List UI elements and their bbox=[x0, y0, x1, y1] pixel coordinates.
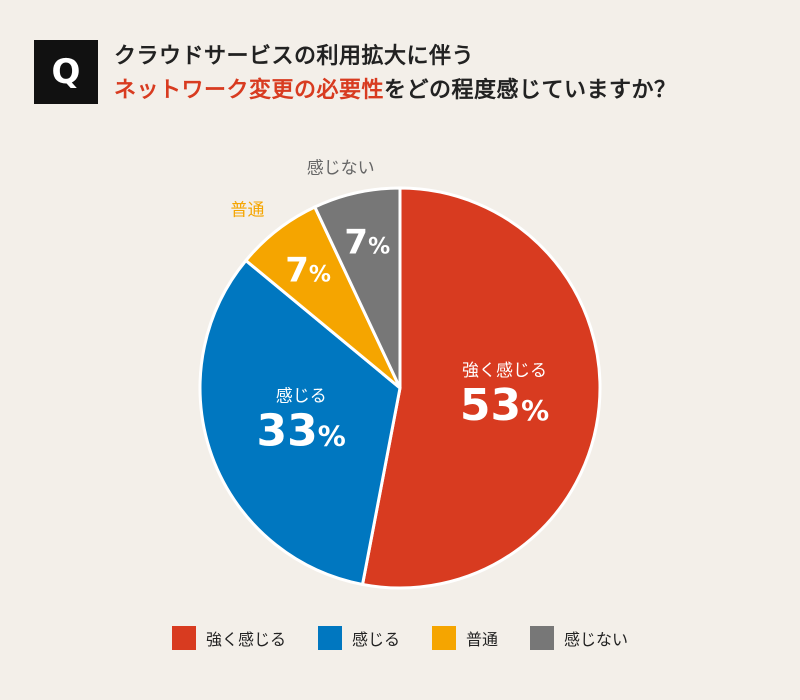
legend-label-3: 感じない bbox=[564, 630, 629, 649]
question-title-line2: ネットワーク変更の必要性をどの程度感じていますか？ bbox=[114, 72, 677, 104]
legend-swatch-1 bbox=[317, 626, 342, 650]
legend-label-2: 普通 bbox=[466, 630, 499, 649]
legend: 強く感じる 感じる 普通 感じない bbox=[0, 626, 800, 650]
legend-item-1: 感じる bbox=[317, 626, 400, 650]
pie-slice-0 bbox=[360, 186, 602, 590]
legend-label-1: 感じる bbox=[351, 630, 400, 649]
legend-item-2: 普通 bbox=[432, 626, 498, 650]
slice-value-label-1: 33% bbox=[257, 406, 346, 457]
pie-slice-1 bbox=[198, 258, 402, 587]
legend-swatch-3 bbox=[530, 626, 555, 650]
question-title-line1: クラウドサービスの利用拡大に伴う bbox=[114, 44, 475, 69]
question-title-rest: をどの程度感じていますか？ bbox=[384, 78, 677, 103]
legend-label-0: 強く感じる bbox=[205, 630, 286, 649]
slice-category-label-3: 感じない bbox=[307, 158, 375, 178]
slice-category-label-0: 強く感じる bbox=[462, 361, 547, 381]
legend-item-0: 強く感じる bbox=[171, 626, 286, 650]
pie-chart: 53%強く感じる 33%感じる 7% 普通 7% 感じない bbox=[198, 158, 602, 590]
slice-value-label-2: 7% bbox=[285, 250, 331, 290]
question-title-highlight: ネットワーク変更の必要性 bbox=[114, 78, 385, 103]
legend-swatch-2 bbox=[432, 626, 456, 650]
slice-value-label-3: 7% bbox=[344, 223, 390, 263]
pie-slice-3 bbox=[312, 186, 402, 389]
slice-category-label-2: 普通 bbox=[230, 200, 264, 220]
legend-item-3: 感じない bbox=[530, 626, 628, 650]
slice-category-label-1: 感じる bbox=[276, 387, 327, 407]
question-badge: Q bbox=[34, 40, 98, 104]
slice-value-label-0: 53% bbox=[460, 380, 549, 431]
legend-swatch-0 bbox=[171, 626, 196, 650]
